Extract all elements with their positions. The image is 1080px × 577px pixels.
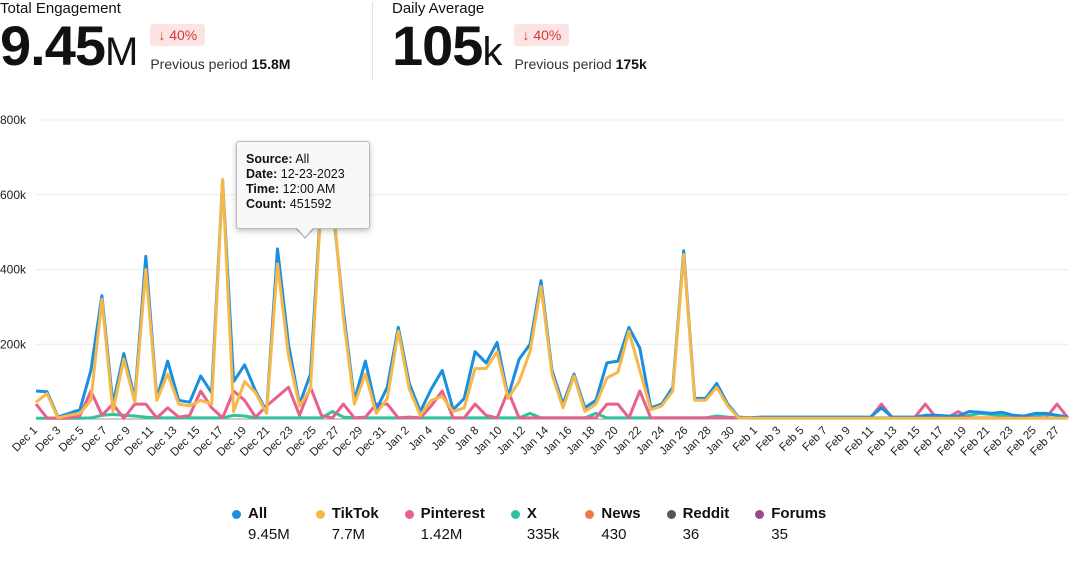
previous-period: Previous period 15.8M	[150, 56, 290, 72]
y-tick-label: 400k	[0, 263, 27, 277]
chart-legend: All 9.45M TikTok 7.7M Pinterest 1.42M X 335k New…	[232, 505, 852, 545]
legend-header: News	[585, 505, 641, 523]
legend-label: TikTok	[331, 505, 379, 522]
y-tick-label: 800k	[0, 113, 27, 127]
tooltip-source: Source: All	[246, 152, 369, 167]
x-tick-label: Dec 3	[34, 425, 64, 455]
kpi-value: 105	[392, 14, 483, 77]
tooltip-date-label: Date:	[246, 167, 278, 181]
legend-dot-icon	[666, 509, 676, 519]
x-tick-label: Feb 7	[801, 425, 830, 454]
legend-dot-icon	[315, 509, 325, 519]
x-tick-label: Jan 4	[407, 424, 436, 453]
tooltip-time-label: Time:	[246, 182, 280, 196]
legend-header: Reddit	[666, 505, 730, 523]
legend-header: Forums	[755, 505, 826, 523]
series-line-all	[35, 178, 1069, 420]
legend-dot-icon	[404, 509, 414, 519]
legend-total: 36	[682, 526, 700, 543]
legend-total: 9.45M	[248, 526, 290, 543]
tooltip-count: Count: 451592	[246, 197, 369, 212]
legend-header: TikTok	[315, 505, 379, 523]
x-tick-label: Dec 1	[10, 425, 40, 455]
kpi-value: 9.45	[0, 14, 106, 77]
x-tick-label: Feb 1	[731, 425, 760, 454]
previous-period-label: Previous period	[150, 56, 248, 72]
legend-label: Pinterest	[420, 505, 485, 522]
previous-period-label: Previous period	[514, 56, 612, 72]
x-tick-label: Dec 5	[57, 425, 87, 455]
legend-total: 430	[601, 526, 627, 543]
legend-item-news[interactable]: News 430	[585, 505, 641, 545]
tooltip-source-label: Source:	[246, 152, 293, 166]
change-badge: ↓ 40%	[150, 24, 206, 46]
legend-item-forums[interactable]: Forums 35	[755, 505, 826, 545]
x-tick-label: Jan 6	[430, 425, 458, 453]
previous-period: Previous period 175k	[514, 56, 646, 72]
tooltip-arrow	[297, 228, 313, 237]
kpi-label: Daily Average	[392, 0, 485, 17]
tooltip-source-value: All	[295, 152, 310, 166]
legend-header: Pinterest	[404, 505, 485, 523]
legend-label: X	[526, 505, 537, 522]
legend-header: All	[232, 505, 290, 523]
x-tick-label: Feb 5	[777, 425, 806, 454]
legend-header: X	[510, 505, 560, 523]
legend-item-reddit[interactable]: Reddit 36	[666, 505, 730, 545]
x-tick-label: Jan 2	[383, 425, 411, 453]
kpi-daily-average: Daily Average 105 k ↓ 40% Previous perio…	[392, 0, 647, 74]
legend-item-all[interactable]: All 9.45M	[232, 505, 290, 545]
x-tick-label: Dec 7	[80, 425, 110, 455]
x-tick-label: Feb 3	[754, 425, 783, 454]
legend-dot-icon	[585, 509, 595, 519]
legend-label: Forums	[771, 505, 827, 522]
legend-dot-icon	[510, 509, 520, 519]
tooltip-date: Date: 12-23-2023	[246, 167, 369, 182]
legend-item-tiktok[interactable]: TikTok 7.7M	[315, 505, 379, 545]
tooltip-time-value: 12:00 AM	[282, 182, 336, 196]
legend-total: 1.42M	[420, 526, 463, 543]
tooltip-count-label: Count:	[246, 197, 287, 211]
kpi-label: Total Engagement	[0, 0, 121, 17]
kpi-total-engagement: Total Engagement 9.45 M ↓ 40% Previous p…	[0, 0, 290, 74]
legend-label: All	[248, 505, 268, 522]
legend-total: 335k	[526, 526, 560, 543]
legend-dot-icon	[755, 509, 765, 519]
legend-total: 35	[771, 526, 788, 543]
tooltip-time: Time: 12:00 AM	[246, 182, 369, 197]
kpi-divider	[372, 2, 373, 80]
legend-item-x[interactable]: X 335k	[510, 505, 560, 545]
legend-item-pinterest[interactable]: Pinterest 1.42M	[404, 505, 485, 545]
legend-label: News	[601, 505, 641, 522]
change-badge: ↓ 40%	[514, 24, 570, 46]
y-tick-label: 200k	[0, 337, 27, 351]
y-tick-label: 600k	[0, 188, 27, 202]
kpi-unit: M	[105, 30, 139, 74]
tooltip-count-value: 451592	[289, 197, 332, 211]
chart-tooltip: Source: All Date: 12-23-2023 Time: 12:00…	[236, 141, 370, 229]
tooltip-date-value: 12-23-2023	[280, 167, 345, 181]
legend-total: 7.7M	[331, 526, 366, 543]
series-line-tiktok	[35, 178, 1068, 420]
kpi-unit: k	[482, 30, 503, 74]
previous-period-value: 175k	[615, 56, 647, 72]
legend-label: Reddit	[682, 505, 730, 522]
legend-dot-icon	[232, 509, 241, 519]
previous-period-value: 15.8M	[251, 56, 291, 72]
